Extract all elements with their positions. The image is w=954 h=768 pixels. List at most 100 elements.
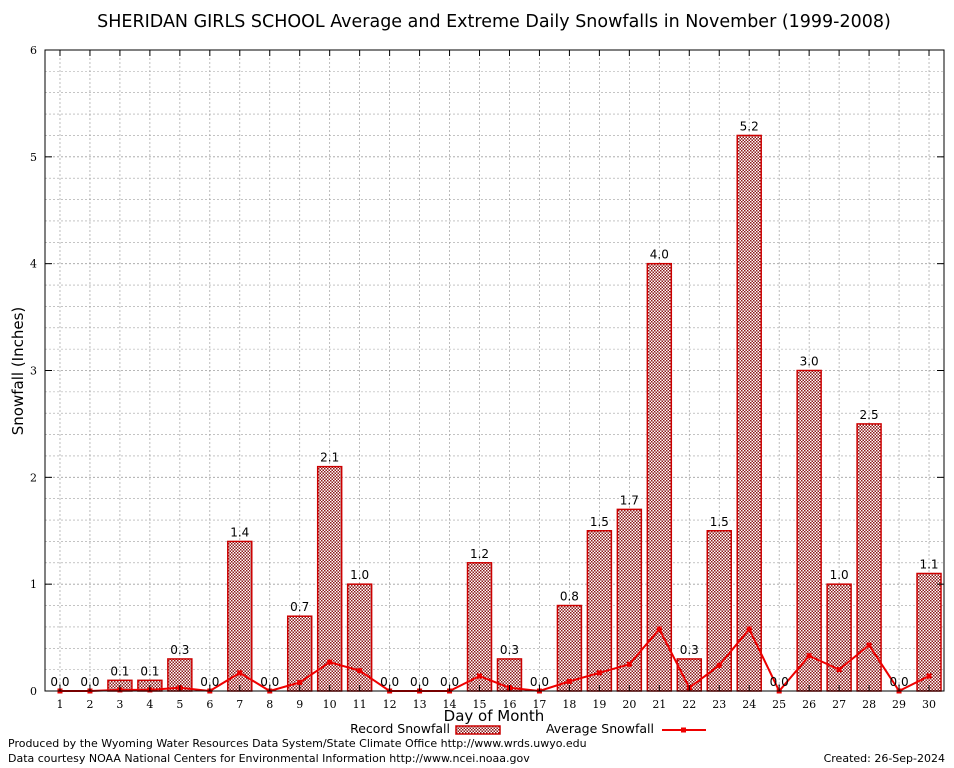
bar-value-label: 0.0 xyxy=(410,675,429,689)
y-tick-label: 1 xyxy=(30,578,37,591)
bar-value-label: 0.1 xyxy=(110,664,129,678)
x-tick-label: 17 xyxy=(532,698,546,711)
bar-value-label: 0.3 xyxy=(680,643,699,657)
x-tick-label: 3 xyxy=(116,698,123,711)
x-tick-label: 15 xyxy=(473,698,487,711)
x-tick-label: 30 xyxy=(922,698,936,711)
x-tick-label: 24 xyxy=(742,698,756,711)
x-tick-label: 19 xyxy=(592,698,606,711)
x-tick-label: 25 xyxy=(772,698,786,711)
footer-created-date: Created: 26-Sep-2024 xyxy=(824,752,945,765)
record-bar xyxy=(227,540,253,692)
x-tick-label: 7 xyxy=(236,698,243,711)
x-tick-label: 21 xyxy=(652,698,666,711)
x-tick-label: 18 xyxy=(562,698,576,711)
y-tick-label: 3 xyxy=(30,365,37,378)
x-tick-label: 14 xyxy=(443,698,457,711)
bar-value-label: 1.5 xyxy=(590,515,609,529)
average-point xyxy=(746,626,752,632)
average-point xyxy=(237,670,243,676)
x-tick-label: 23 xyxy=(712,698,726,711)
average-point xyxy=(357,668,363,674)
y-axis-title: Snowfall (Inches) xyxy=(9,307,27,435)
x-tick-label: 5 xyxy=(176,698,183,711)
bar-value-label: 0.0 xyxy=(770,675,789,689)
bar-value-label: 0.0 xyxy=(530,675,549,689)
bar-value-label: 0.0 xyxy=(200,675,219,689)
average-point xyxy=(297,679,303,685)
x-tick-label: 6 xyxy=(206,698,213,711)
x-tick-label: 2 xyxy=(86,698,93,711)
x-tick-label: 10 xyxy=(323,698,337,711)
x-tick-label: 29 xyxy=(892,698,906,711)
legend: Record Snowfall Average Snowfall xyxy=(350,721,706,736)
legend-average-label: Average Snowfall xyxy=(546,721,654,736)
bar-value-label: 0.8 xyxy=(560,590,579,604)
record-bar xyxy=(916,572,942,692)
x-tick-label: 26 xyxy=(802,698,816,711)
x-tick-label: 27 xyxy=(832,698,846,711)
bar-value-label: 1.1 xyxy=(919,557,938,571)
average-point xyxy=(806,653,812,659)
x-tick-label: 13 xyxy=(413,698,427,711)
average-point xyxy=(866,642,872,648)
bar-value-label: 0.0 xyxy=(80,675,99,689)
x-tick-label: 16 xyxy=(502,698,516,711)
footer-produced-by: Produced by the Wyoming Water Resources … xyxy=(8,737,587,750)
legend-average-marker xyxy=(681,727,686,733)
average-point xyxy=(656,626,662,632)
x-tick-label: 20 xyxy=(622,698,636,711)
bar-value-label: 0.0 xyxy=(260,675,279,689)
bar-value-label: 1.5 xyxy=(710,515,729,529)
y-tick-label: 5 xyxy=(30,151,37,164)
record-snowfall-bars xyxy=(107,134,942,692)
average-point xyxy=(327,659,333,665)
bar-value-label: 0.1 xyxy=(140,664,159,678)
record-bar xyxy=(826,583,852,692)
bar-value-label: 0.0 xyxy=(890,675,909,689)
x-tick-label: 1 xyxy=(56,698,63,711)
bar-value-label: 0.7 xyxy=(290,600,309,614)
average-point xyxy=(626,661,632,667)
bar-value-label: 1.4 xyxy=(230,525,249,539)
average-polyline xyxy=(59,627,930,693)
record-bar xyxy=(316,465,343,692)
x-tick-label: 4 xyxy=(146,698,153,711)
x-tick-label: 28 xyxy=(862,698,876,711)
y-tick-label: 0 xyxy=(30,685,37,698)
chart-title: SHERIDAN GIRLS SCHOOL Average and Extrem… xyxy=(97,12,891,32)
x-tick-label: 9 xyxy=(296,698,303,711)
bar-value-label: 0.0 xyxy=(50,675,69,689)
average-point xyxy=(566,678,572,684)
y-tick-label: 6 xyxy=(30,44,37,57)
record-bar xyxy=(736,134,762,692)
bar-value-label: 1.0 xyxy=(830,568,849,582)
bar-value-label: 0.0 xyxy=(440,675,459,689)
record-bar xyxy=(586,530,613,692)
bar-value-label: 1.7 xyxy=(620,493,639,507)
average-point xyxy=(596,670,602,676)
average-point xyxy=(716,662,722,668)
x-axis-title: Day of Month xyxy=(444,707,545,725)
legend-record-swatch xyxy=(455,725,501,735)
bar-value-label: 3.0 xyxy=(800,355,819,369)
bar-value-label: 5.2 xyxy=(740,119,759,133)
average-point xyxy=(477,673,483,679)
x-tick-label: 8 xyxy=(266,698,273,711)
footer-data-courtesy: Data courtesy NOAA National Centers for … xyxy=(8,752,530,765)
average-point xyxy=(836,667,842,673)
bar-value-label: 2.5 xyxy=(860,408,879,422)
y-tick-label: 4 xyxy=(30,258,37,271)
record-bar xyxy=(466,562,493,692)
bar-value-label: 0.0 xyxy=(380,675,399,689)
y-tick-label: 2 xyxy=(30,471,37,484)
bar-value-label: 1.0 xyxy=(350,568,369,582)
bar-value-label: 4.0 xyxy=(650,248,669,262)
record-bar xyxy=(346,583,373,692)
x-tick-label: 22 xyxy=(682,698,696,711)
bar-value-label: 0.3 xyxy=(500,643,519,657)
average-point xyxy=(926,673,932,679)
bar-value-label: 2.1 xyxy=(320,451,339,465)
